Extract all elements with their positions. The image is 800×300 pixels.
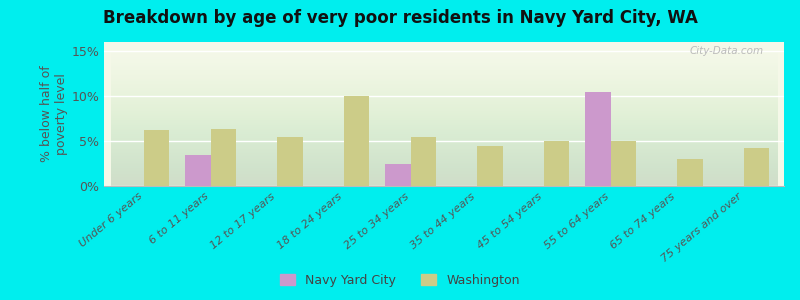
- Bar: [186, 154, 210, 186]
- Bar: [678, 159, 702, 186]
- Bar: [144, 130, 170, 186]
- Bar: [478, 146, 502, 186]
- Bar: [744, 148, 770, 186]
- Bar: [344, 96, 370, 186]
- Bar: [410, 136, 436, 186]
- Bar: [210, 129, 236, 186]
- Bar: [586, 92, 610, 186]
- Text: Breakdown by age of very poor residents in Navy Yard City, WA: Breakdown by age of very poor residents …: [102, 9, 698, 27]
- Y-axis label: % below half of
poverty level: % below half of poverty level: [41, 66, 69, 162]
- Legend: Navy Yard City, Washington: Navy Yard City, Washington: [277, 270, 523, 291]
- Bar: [610, 141, 636, 186]
- Text: City-Data.com: City-Data.com: [690, 46, 763, 56]
- Bar: [386, 164, 410, 186]
- Bar: [544, 141, 570, 186]
- Bar: [278, 136, 302, 186]
